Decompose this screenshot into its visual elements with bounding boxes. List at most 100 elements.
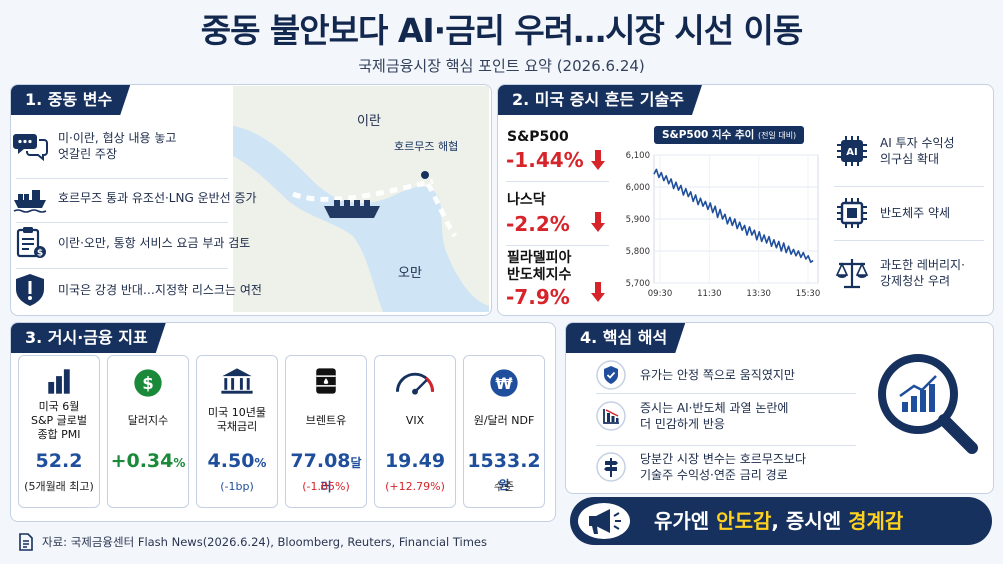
indicator-sub: (+12.79%) — [385, 480, 445, 493]
list-item: 미국은 강경 반대…지정학 리스크는 여전 — [12, 272, 280, 308]
source-text: 자료: 국제금융센터 Flash News(2026.6.24), Bloomb… — [42, 535, 487, 549]
magnifier-chart-icon — [878, 354, 978, 454]
panel-title: 4. 핵심 해석 — [566, 323, 685, 353]
index-name: S&P500 — [507, 129, 569, 145]
dollar-icon: $ — [134, 369, 162, 397]
indicator-unit: 원 — [498, 478, 510, 492]
svg-text:₩: ₩ — [495, 375, 512, 393]
indicator-sub: (-1bp) — [220, 480, 254, 493]
list-item: 호르무즈 통과 유조선·LNG 운반선 증가 — [12, 180, 280, 216]
reason-text: 반도체주 약세 — [880, 206, 951, 220]
signpost-icon — [596, 452, 626, 482]
reason-item: AI AI 투자 수익성 의구심 확대 — [834, 133, 994, 169]
oil-barrel-icon — [316, 368, 336, 394]
indicator-card: 미국 6월 S&P 글로벌 종합 PMI 52.2 (5개월래 최고) — [18, 355, 100, 508]
indicator-value-number: 1533.2 — [467, 450, 541, 472]
svg-text:$: $ — [37, 249, 43, 259]
indicator-value: 1533.2 원 — [464, 450, 544, 496]
y-tick-label: 6,000 — [626, 183, 650, 193]
reason-item: 과도한 레버리지· 강제청산 우려 — [834, 255, 994, 291]
indicator-name: 달러지수 — [127, 414, 169, 427]
down-arrow-icon — [591, 150, 605, 170]
item-text: 이란·오만, 통항 서비스 요금 부과 검토 — [58, 236, 251, 250]
y-tick-label: 5,800 — [626, 247, 650, 257]
indicator-name: 원/달러 NDF — [473, 414, 535, 427]
strait-marker-icon — [421, 171, 429, 179]
page-title: 중동 불안보다 AI·금리 우려…시장 시선 이동 — [200, 11, 804, 50]
indicator-sub: (5개월래 최고) — [24, 480, 94, 493]
down-arrow-icon — [591, 212, 605, 232]
tanker-illustration-icon — [324, 200, 380, 218]
indicator-value: +0.34% — [108, 450, 188, 474]
banner-highlight: 경계감 — [848, 509, 904, 533]
y-tick-label: 6,100 — [626, 151, 650, 161]
map-label-oman: 오만 — [398, 266, 422, 281]
indicator-value: 52.2 — [19, 450, 99, 472]
index-change: -1.44% — [506, 148, 584, 172]
indicator-card: VIX 19.49 (+12.79%) — [374, 355, 456, 508]
panel-title: 3. 거시·금융 지표 — [11, 323, 166, 353]
insight-item: 증시는 AI·반도체 과열 논란에 더 민감하게 반응 — [596, 400, 866, 432]
clipboard-fee-icon: $ — [16, 227, 46, 259]
chart-title-note: (전일 대비) — [757, 131, 797, 140]
x-tick-label: 11:30 — [697, 289, 722, 299]
indicator-unit: 달러 — [320, 456, 362, 494]
sp500-series-line — [653, 168, 814, 263]
indicator-value-number: 19.49 — [384, 450, 446, 472]
index-change: -7.9% — [506, 285, 570, 309]
reason-text: 과도한 레버리지· — [880, 258, 965, 272]
indicator-name: 미국 10년물 — [208, 406, 266, 419]
insight-text: 당분간 시장 변수는 호르무즈보다 — [640, 452, 807, 466]
indicator-value-number: 77.08 — [290, 450, 351, 472]
insight-text: 유가는 안정 쪽으로 움직였지만 — [640, 368, 795, 382]
indicator-value: 4.50% — [197, 450, 277, 474]
indicator-value: 19.49 — [375, 450, 455, 472]
indicator-value-number: 4.50 — [207, 450, 255, 472]
reason-item: 반도체주 약세 — [834, 195, 994, 231]
page-subtitle: 국제금융시장 핵심 포인트 요약 (2026.6.24) — [358, 57, 645, 75]
speech-bubbles-icon — [13, 134, 48, 162]
map-label-strait: 호르무즈 해협 — [394, 140, 459, 153]
won-icon: ₩ — [490, 369, 518, 397]
insight-text: 기술주 수익성·연준 금리 경로 — [640, 468, 788, 482]
list-item: $ 이란·오만, 통항 서비스 요금 부과 검토 — [12, 225, 280, 261]
insight-item: 유가는 안정 쪽으로 움직였지만 — [596, 360, 866, 390]
ai-chip-icon: AI — [837, 136, 867, 166]
indicator-card: $ 달러지수 +0.34% — [107, 355, 189, 508]
banner-highlight: 안도감 — [716, 509, 772, 533]
item-text: 미·이란, 협상 내용 놓고 — [58, 131, 177, 145]
y-tick-label: 5,700 — [626, 279, 650, 289]
svg-text:AI: AI — [846, 147, 857, 158]
panel-title: 2. 미국 증시 흔든 기술주 — [498, 85, 702, 115]
tanker-ship-icon — [13, 190, 47, 213]
document-icon — [19, 533, 33, 551]
chart-title: S&P500 지수 추이 (전일 대비) — [654, 126, 805, 144]
indicator-card: ₩ 원/달러 NDF 1533.2 원 수준 — [463, 355, 545, 508]
item-text: 미국은 강경 반대…지정학 리스크는 여전 — [58, 283, 262, 297]
indicator-name: 미국 6월 — [38, 400, 80, 413]
indicator-sub: (-1.05%) — [302, 480, 350, 493]
indicator-name: S&P 글로벌 — [30, 414, 88, 427]
x-tick-label: 15:30 — [796, 289, 821, 299]
megaphone-icon — [578, 503, 630, 539]
balance-scale-icon — [835, 259, 869, 289]
x-tick-label: 09:30 — [648, 289, 673, 299]
indicator-name: 국채금리 — [216, 420, 258, 433]
panel-title: 1. 중동 변수 — [11, 85, 130, 115]
index-name: 나스닥 — [507, 192, 546, 208]
indicator-card: 미국 10년물 국채금리 4.50% (-1bp) — [196, 355, 278, 508]
indicator-value-number: 52.2 — [35, 450, 83, 472]
shield-check-icon — [596, 360, 626, 390]
item-text: 엇갈린 주장 — [58, 147, 118, 161]
index-name: 필라델피아 — [507, 250, 572, 266]
map-label-iran: 이란 — [357, 114, 381, 129]
chart-decline-icon — [596, 401, 626, 431]
indicator-sub: 수준 — [493, 480, 515, 493]
banner-text: 유가엔 — [654, 509, 717, 533]
reason-text: 의구심 확대 — [880, 152, 940, 166]
indicator-unit: % — [173, 456, 186, 470]
reason-text: 강제청산 우려 — [880, 274, 951, 288]
